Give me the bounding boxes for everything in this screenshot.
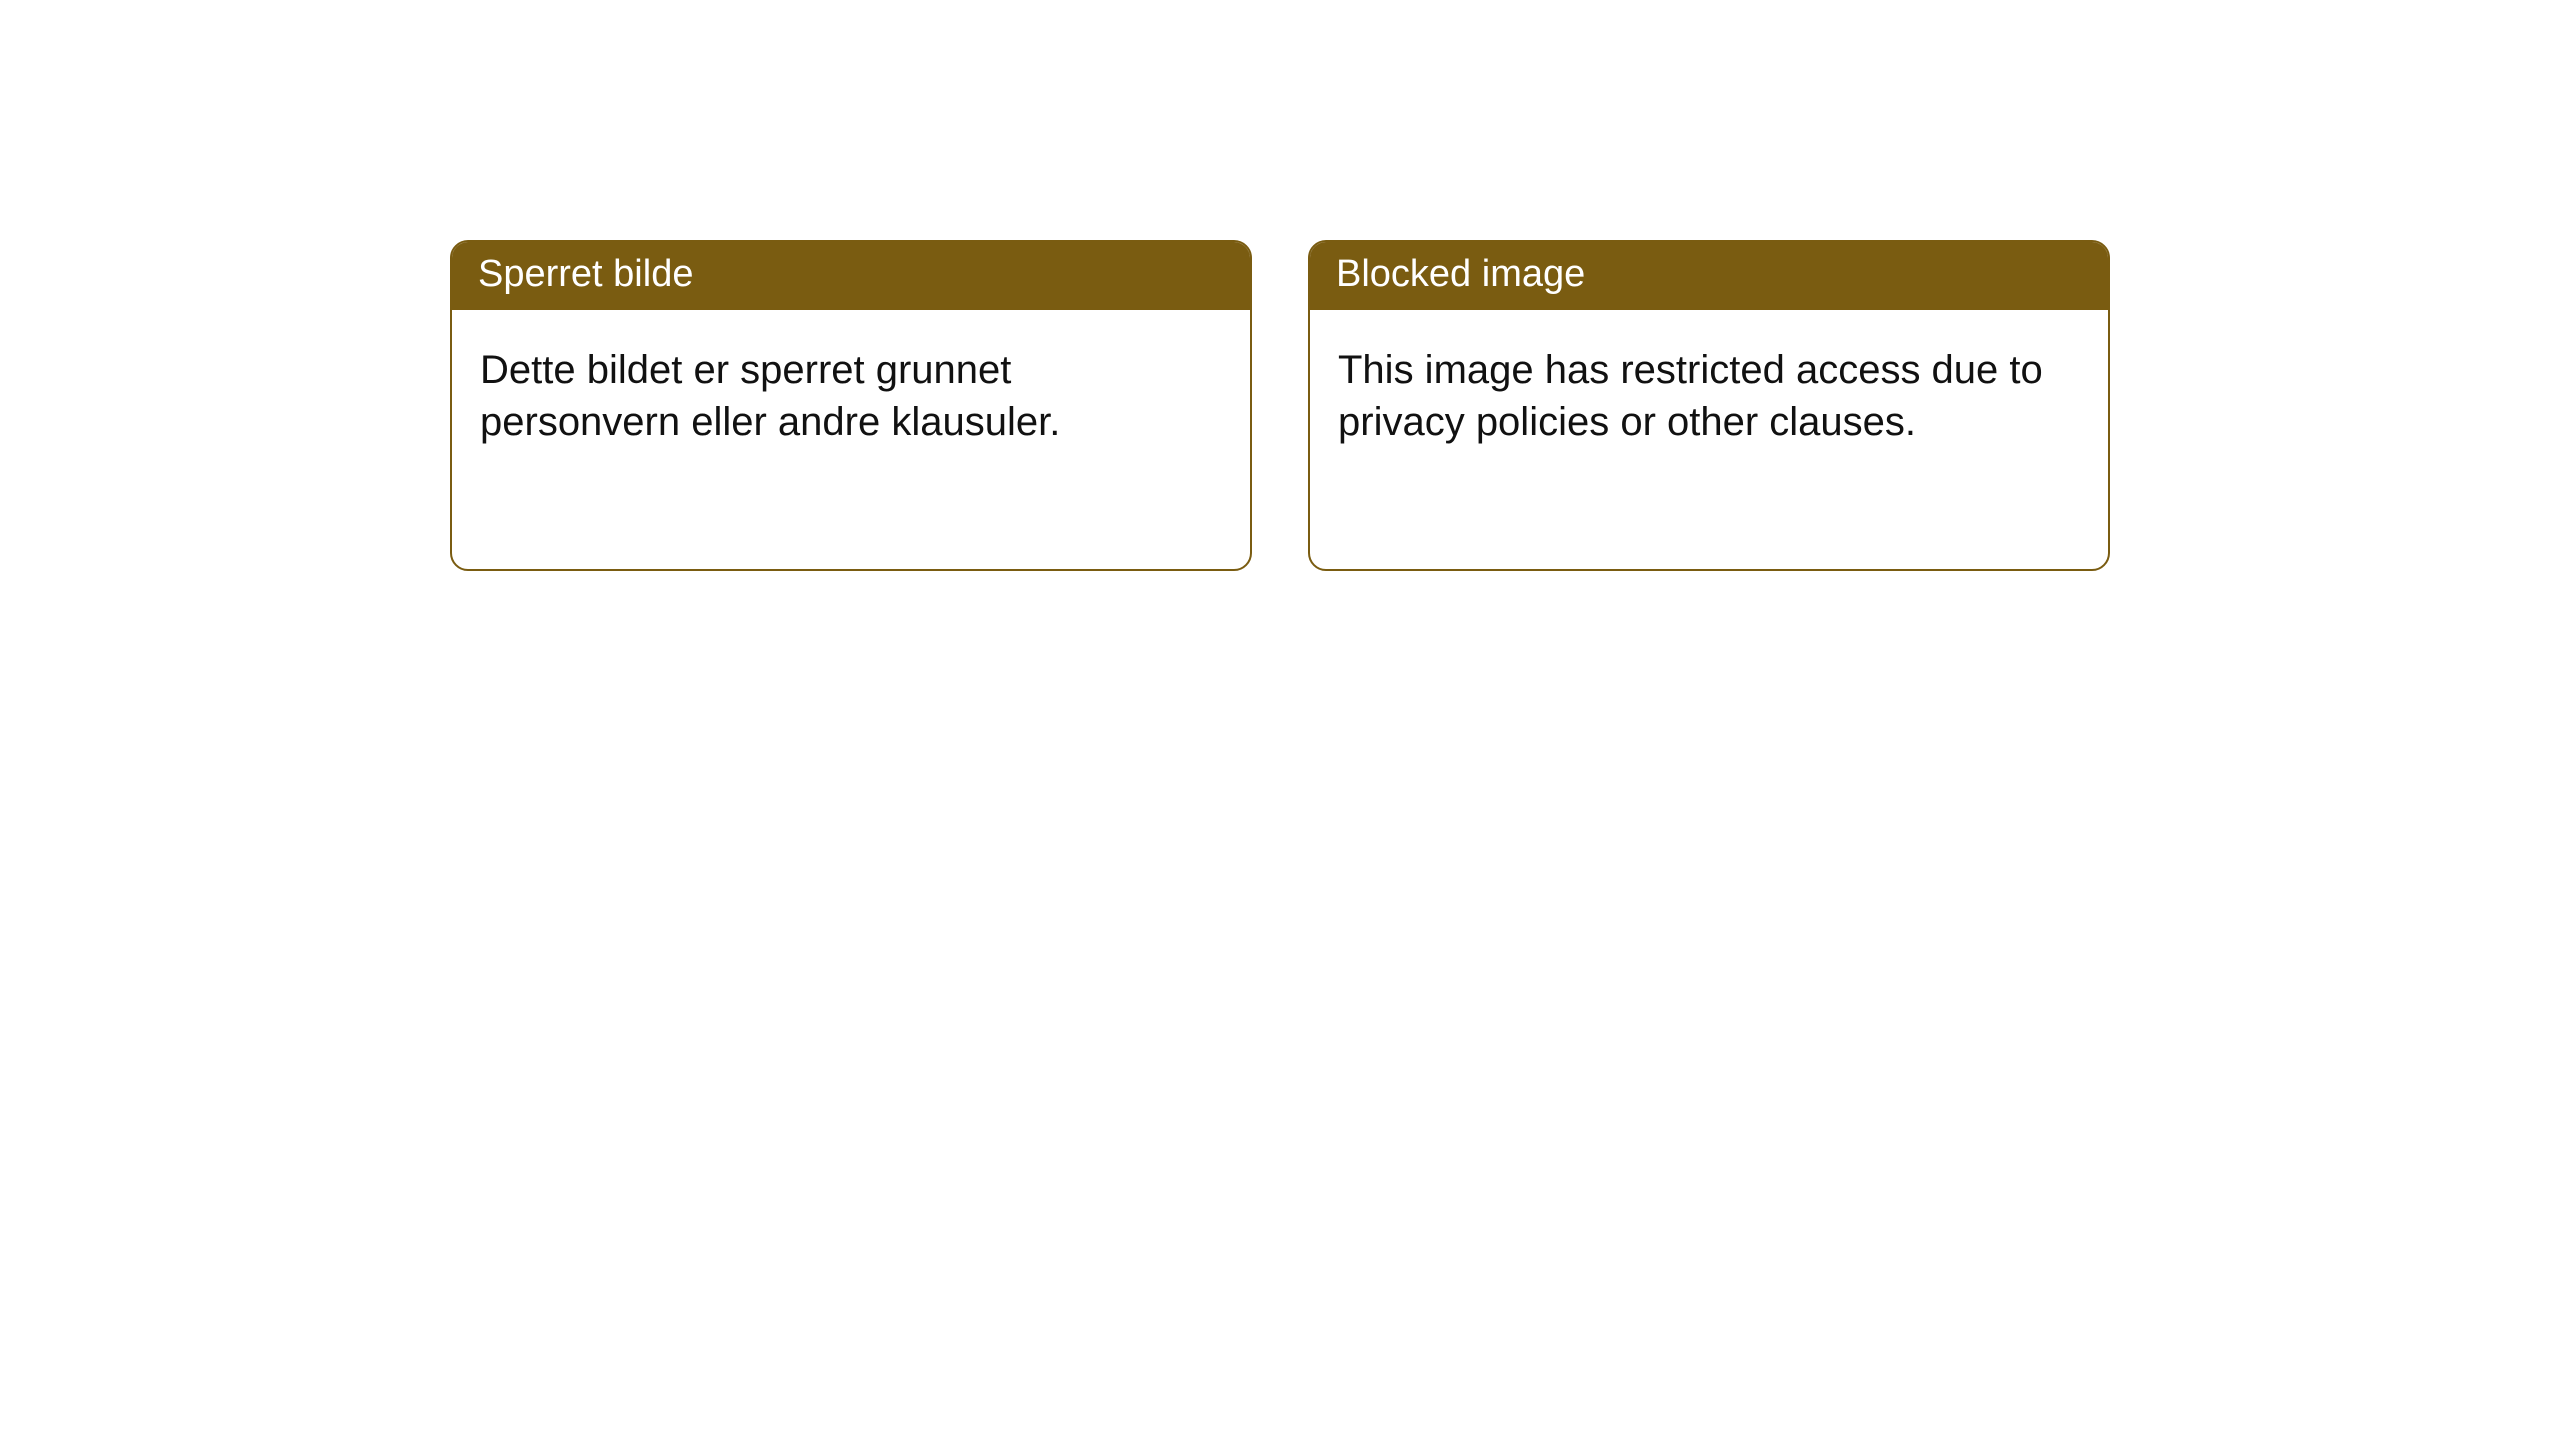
blocked-image-card-no: Sperret bilde Dette bildet er sperret gr… [450,240,1252,571]
blocked-image-card-en: Blocked image This image has restricted … [1308,240,2110,571]
card-header: Blocked image [1310,242,2108,310]
cards-container: Sperret bilde Dette bildet er sperret gr… [0,0,2560,571]
card-body: Dette bildet er sperret grunnet personve… [452,310,1250,570]
card-header: Sperret bilde [452,242,1250,310]
card-body: This image has restricted access due to … [1310,310,2108,570]
